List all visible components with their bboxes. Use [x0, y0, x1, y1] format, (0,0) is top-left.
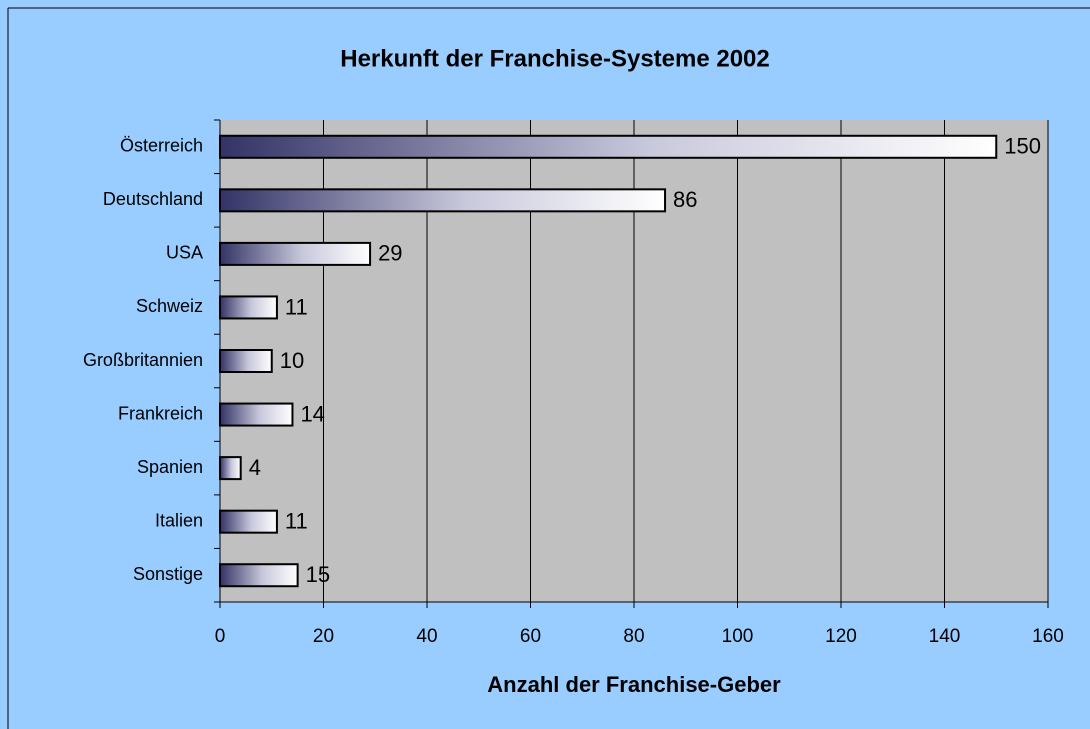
x-tick-label: 140: [929, 626, 961, 647]
bar: [219, 402, 294, 427]
x-tick-label: 100: [722, 626, 754, 647]
y-tick-label: Schweiz: [136, 296, 203, 316]
bar: [219, 563, 299, 588]
y-tick-label: Deutschland: [103, 189, 203, 209]
bar: [219, 509, 278, 534]
bar: [219, 349, 273, 373]
data-label: 29: [378, 241, 402, 266]
bar: [219, 188, 667, 213]
data-label: 10: [280, 348, 304, 373]
x-tick-label: 40: [416, 626, 437, 647]
x-tick-label: 20: [313, 626, 334, 647]
bar: [219, 134, 998, 159]
data-label: 11: [285, 294, 308, 319]
y-tick-label: Österreich: [120, 136, 203, 156]
data-label: 15: [306, 562, 330, 587]
y-tick-label: Spanien: [137, 457, 203, 477]
data-label: 150: [1004, 134, 1041, 159]
x-tick-label: 0: [215, 626, 226, 647]
x-axis-title: Anzahl der Franchise-Geber: [487, 672, 781, 697]
chart-title: Herkunft der Franchise-Systeme 2002: [340, 45, 770, 72]
bar: [219, 241, 372, 266]
y-tick-label: Frankreich: [118, 403, 203, 423]
x-tick-label: 160: [1032, 626, 1064, 647]
data-label: 14: [300, 401, 324, 426]
y-tick-label: Sonstige: [133, 564, 203, 584]
bar: [219, 295, 278, 320]
y-tick-label: Großbritannien: [83, 350, 203, 370]
x-tick-label: 80: [623, 626, 644, 647]
x-tick-label: 120: [825, 626, 857, 647]
x-tick-label: 60: [520, 626, 541, 647]
y-tick-label: Italien: [155, 510, 203, 530]
data-label: 11: [285, 508, 308, 533]
y-tick-label: USA: [166, 243, 203, 263]
data-label: 86: [673, 187, 697, 212]
bar: [219, 456, 242, 481]
data-label: 4: [249, 455, 261, 480]
